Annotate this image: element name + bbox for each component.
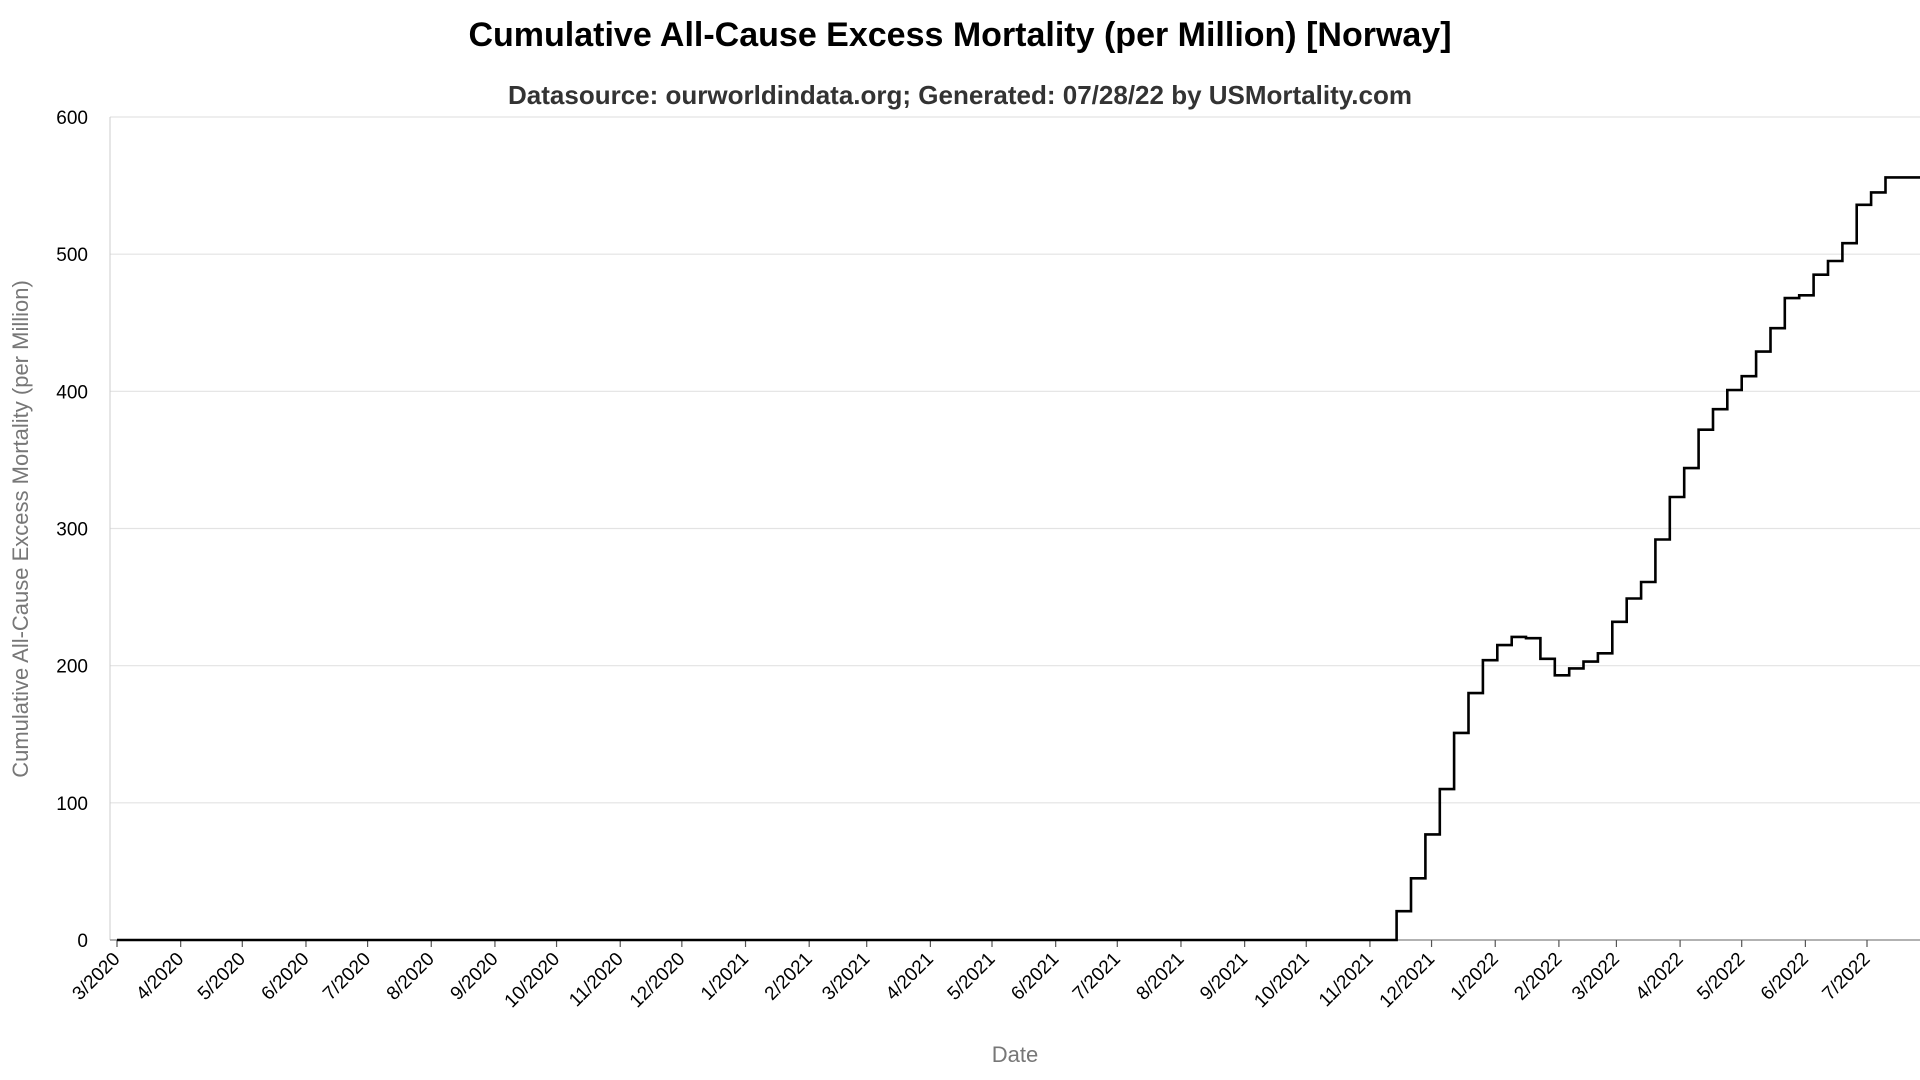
y-tick-label: 200	[56, 657, 88, 678]
x-tick-label: 4/2021	[882, 949, 938, 1005]
x-tick-label: 10/2020	[501, 949, 564, 1012]
series-line-0	[117, 176, 1920, 942]
x-tick-label: 6/2021	[1007, 949, 1063, 1005]
y-tick-label: 300	[56, 520, 88, 541]
chart-subtitle: Datasource: ourworldindata.org; Generate…	[508, 80, 1412, 110]
x-tick-label: 7/2022	[1819, 949, 1875, 1005]
x-tick-label: 5/2022	[1693, 949, 1749, 1005]
y-tick-label: 600	[56, 108, 88, 129]
x-tick-label: 5/2021	[944, 949, 1000, 1005]
x-tick-label: 4/2020	[132, 949, 188, 1005]
x-tick-label: 4/2022	[1632, 949, 1688, 1005]
x-tick-label: 9/2021	[1196, 949, 1252, 1005]
x-tick-label: 2/2021	[761, 949, 817, 1005]
y-tick-label: 100	[56, 794, 88, 815]
x-tick-label: 2/2022	[1510, 949, 1566, 1005]
x-tick-label: 5/2020	[194, 949, 250, 1005]
x-tick-label: 6/2020	[258, 949, 314, 1005]
x-tick-label: 12/2020	[626, 949, 689, 1012]
x-tick-label: 3/2022	[1568, 949, 1624, 1005]
x-tick-label: 1/2022	[1447, 949, 1503, 1005]
x-tick-label: 11/2021	[1315, 949, 1377, 1011]
x-tick-label: 3/2021	[818, 949, 874, 1005]
chart-title: Cumulative All-Cause Excess Mortality (p…	[468, 16, 1452, 54]
x-tick-label: 8/2021	[1133, 949, 1189, 1005]
x-tick-label: 7/2020	[319, 949, 375, 1005]
y-tick-label: 0	[77, 931, 88, 952]
y-tick-label: 500	[56, 245, 88, 266]
x-tick-label: 6/2022	[1757, 949, 1813, 1005]
x-tick-label: 11/2020	[565, 949, 627, 1011]
y-axis-title: Cumulative All-Cause Excess Mortality (p…	[8, 280, 33, 778]
x-tick-label: 7/2021	[1069, 949, 1125, 1005]
y-ticks: 0 100 200 300 400 500 600	[56, 108, 88, 952]
x-tick-label: 9/2020	[447, 949, 503, 1005]
x-tick-label: 3/2020	[69, 949, 125, 1005]
x-tick-label: 1/2021	[697, 949, 753, 1005]
x-tick-label: 12/2021	[1376, 949, 1439, 1012]
x-ticks: 3/2020 4/2020 5/2020 6/2020 7/2020 8/2020 9/20…	[69, 940, 1875, 1012]
x-tick-label: 8/2020	[383, 949, 439, 1005]
series-group	[116, 176, 1920, 942]
y-tick-label: 400	[56, 382, 88, 403]
x-tick-label: 10/2021	[1250, 949, 1313, 1012]
x-axis-title: Date	[992, 1042, 1038, 1067]
gridlines	[110, 116, 1920, 804]
